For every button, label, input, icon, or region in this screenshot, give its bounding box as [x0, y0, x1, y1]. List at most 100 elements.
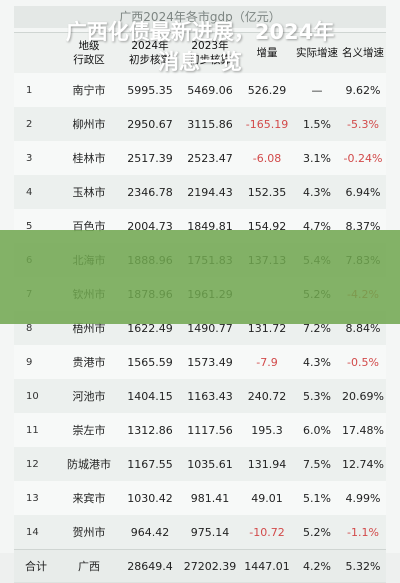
- headline-line-2: 消息一览: [158, 50, 242, 74]
- headline-banner: [0, 230, 400, 324]
- row-gdp2024: 1565.59: [127, 355, 173, 369]
- row-nominal-growth: -1.1%: [347, 525, 379, 539]
- row-city: 百色市: [72, 220, 106, 233]
- row-nominal-growth: 8.84%: [345, 321, 381, 335]
- row-gdp2023: 1573.49: [187, 355, 233, 369]
- row-city: 崇左市: [72, 424, 106, 437]
- row-gdp2024: 2950.67: [127, 117, 173, 131]
- row-city: 贺州市: [72, 526, 106, 539]
- row-delta: 240.72: [247, 389, 287, 403]
- row-gdp2023: 5469.06: [187, 83, 233, 97]
- row-delta: -6.08: [252, 151, 282, 165]
- table-row: 2 柳州市 2950.67 3115.86 -165.19 1.5% -5.3%: [14, 107, 386, 142]
- table-row: 12 防城港市 1167.55 1035.61 131.94 7.5% 12.74%: [14, 447, 386, 482]
- row-gdp2024: 5995.35: [127, 83, 173, 97]
- row-index: 1: [26, 84, 33, 96]
- row-city: 河池市: [72, 390, 106, 403]
- row-gdp2023: 3115.86: [187, 117, 233, 131]
- table-row: 14 贺州市 964.42 975.14 -10.72 5.2% -1.1%: [14, 515, 386, 550]
- headline-line-1: 广西化债最新进展，2024年: [65, 20, 335, 44]
- row-gdp2024: 28649.4: [127, 559, 173, 573]
- row-nominal-growth: -0.24%: [343, 151, 383, 165]
- row-gdp2023: 1849.81: [187, 219, 233, 233]
- row-real-growth: 7.5%: [303, 457, 331, 471]
- row-delta: -7.9: [256, 355, 278, 369]
- row-nominal-growth: 9.62%: [345, 83, 381, 97]
- row-gdp2023: 981.41: [190, 491, 230, 505]
- row-real-growth: 4.2%: [303, 559, 331, 573]
- row-gdp2024: 1167.55: [127, 457, 173, 471]
- row-real-growth: 6.0%: [303, 423, 331, 437]
- row-real-growth: 4.3%: [303, 185, 331, 199]
- row-real-growth: 4.3%: [303, 355, 331, 369]
- row-real-growth: 4.7%: [303, 219, 331, 233]
- table-row: 9 贵港市 1565.59 1573.49 -7.9 4.3% -0.5%: [14, 345, 386, 380]
- row-city: 桂林市: [72, 152, 106, 165]
- row-gdp2024: 1622.49: [127, 321, 173, 335]
- row-gdp2023: 1490.77: [187, 321, 233, 335]
- row-city: 广西: [78, 560, 100, 573]
- row-index: 2: [26, 118, 33, 130]
- headline-text[interactable]: 广西化债最新进展，2024年 消息一览: [0, 0, 400, 94]
- header-delta: 增量: [256, 47, 278, 59]
- table-row: 1 南宁市 5995.35 5469.06 526.29 — 9.62%: [14, 73, 386, 108]
- row-city: 柳州市: [72, 118, 106, 131]
- row-delta: 131.72: [247, 321, 287, 335]
- table-row: 13 来宾市 1030.42 981.41 49.01 5.1% 4.99%: [14, 481, 386, 516]
- table-row: 11 崇左市 1312.86 1117.56 195.3 6.0% 17.48%: [14, 413, 386, 448]
- row-gdp2024: 1312.86: [127, 423, 173, 437]
- table-row: 4 玉林市 2346.78 2194.43 152.35 4.3% 6.94%: [14, 175, 386, 210]
- row-gdp2023: 1117.56: [187, 423, 233, 437]
- row-gdp2023: 975.14: [190, 525, 230, 539]
- row-gdp2024: 1404.15: [127, 389, 173, 403]
- header-city: 地级 行政区: [73, 40, 105, 66]
- row-delta: 195.3: [251, 423, 283, 437]
- row-nominal-growth: 17.48%: [342, 423, 384, 437]
- row-index: 4: [26, 186, 33, 198]
- row-index: 3: [26, 152, 33, 164]
- row-gdp2024: 2346.78: [127, 185, 173, 199]
- row-nominal-growth: 4.99%: [345, 491, 381, 505]
- row-delta: 152.35: [247, 185, 287, 199]
- row-real-growth: —: [311, 83, 323, 97]
- header-gdp2023: 2023年 初步核算: [189, 40, 231, 66]
- table-title: 广西2024年各市gdp（亿元）: [14, 6, 386, 28]
- row-real-growth: 5.2%: [303, 525, 331, 539]
- row-index: 12: [26, 458, 39, 470]
- row-index: 14: [26, 526, 39, 538]
- row-city: 来宾市: [72, 492, 106, 505]
- table-total-row: 合计 广西 28649.4 27202.39 1447.01 4.2% 5.32%: [14, 549, 386, 583]
- row-index: 合计: [25, 560, 47, 573]
- row-index: 13: [26, 492, 39, 504]
- row-nominal-growth: 5.32%: [345, 559, 381, 573]
- row-delta: 49.01: [251, 491, 283, 505]
- row-nominal-growth: 6.94%: [345, 185, 381, 199]
- table-row: 10 河池市 1404.15 1163.43 240.72 5.3% 20.69%: [14, 379, 386, 414]
- row-index: 8: [26, 322, 33, 334]
- row-gdp2023: 27202.39: [183, 559, 237, 573]
- header-gdp2024: 2024年 初步核算: [129, 40, 171, 66]
- row-delta: 154.92: [247, 219, 287, 233]
- row-gdp2024: 1030.42: [127, 491, 173, 505]
- row-nominal-growth: 8.37%: [345, 219, 381, 233]
- row-city: 防城港市: [67, 458, 111, 471]
- row-nominal-growth: -5.3%: [347, 117, 379, 131]
- row-gdp2023: 1163.43: [187, 389, 233, 403]
- row-city: 梧州市: [72, 322, 106, 335]
- row-nominal-growth: 12.74%: [342, 457, 384, 471]
- row-index: 11: [26, 424, 39, 436]
- table-row: 3 桂林市 2517.39 2523.47 -6.08 3.1% -0.24%: [14, 141, 386, 176]
- row-real-growth: 7.2%: [303, 321, 331, 335]
- row-real-growth: 5.1%: [303, 491, 331, 505]
- table-header: 地级 行政区 2024年 初步核算 2023年 初步核算 增量 实际增速 名义增…: [14, 32, 386, 74]
- header-real-growth: 实际增速: [296, 47, 338, 59]
- row-city: 南宁市: [72, 84, 106, 97]
- row-delta: 526.29: [247, 83, 287, 97]
- row-gdp2023: 2523.47: [187, 151, 233, 165]
- row-nominal-growth: 20.69%: [342, 389, 384, 403]
- row-index: 10: [26, 390, 39, 402]
- row-gdp2023: 2194.43: [187, 185, 233, 199]
- row-city: 贵港市: [72, 356, 106, 369]
- row-gdp2024: 964.42: [130, 525, 170, 539]
- row-real-growth: 5.3%: [303, 389, 331, 403]
